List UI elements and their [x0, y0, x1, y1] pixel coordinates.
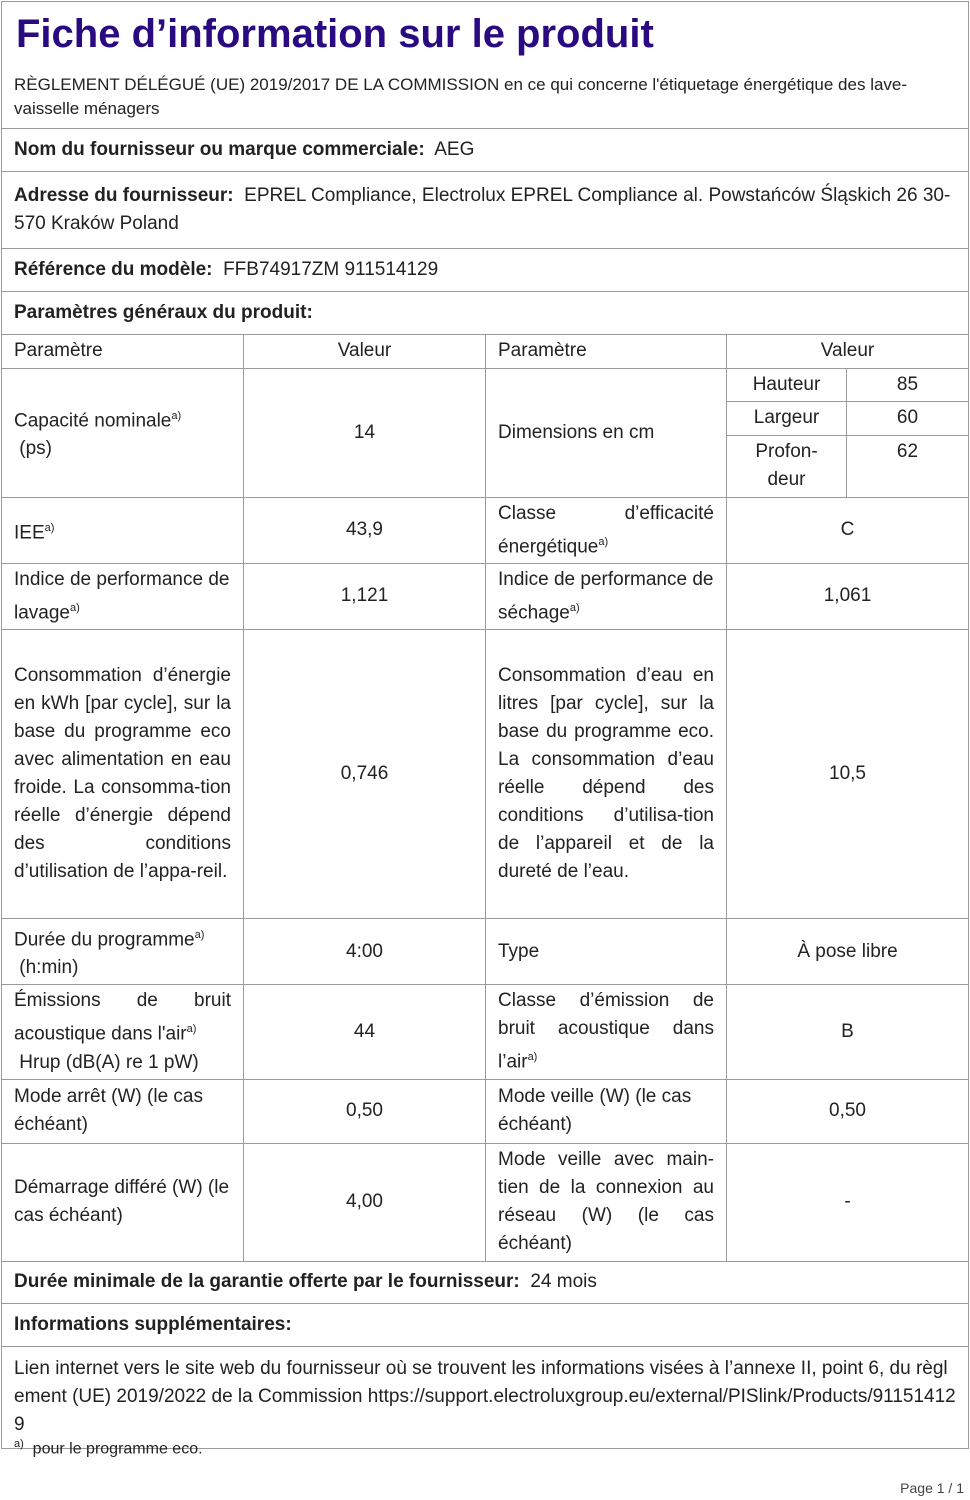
duration-label: Durée du programmea) (h:min): [1, 918, 244, 986]
warranty-value: 24 mois: [530, 1271, 597, 1293]
depth-value: 62: [846, 434, 969, 498]
duration-value: 4:00: [243, 918, 486, 986]
supplier-label: Nom du fournisseur ou marque commerciale…: [14, 138, 425, 160]
standby-value: 0,50: [726, 1078, 969, 1144]
address-value: EPREL Compliance, Electrolux EPREL Compl…: [14, 184, 951, 234]
model-label: Référence du modèle:: [14, 258, 213, 280]
type-label: Type: [485, 918, 727, 986]
energy-label: Consommation d’énergie en kWh [par cycle…: [1, 629, 244, 920]
model-row: Référence du modèle: FFB74917ZM 91151412…: [1, 247, 969, 292]
eei-label: IEEa): [1, 496, 244, 564]
address-label: Adresse du fournisseur:: [14, 184, 234, 206]
drying-value: 1,061: [726, 562, 969, 631]
off-mode-label: Mode arrêt (W) (le cas échéant): [1, 1078, 244, 1144]
width-label: Largeur: [726, 400, 847, 436]
standby-label: Mode veille (W) (le cas échéant): [485, 1078, 727, 1144]
cleaning-value: 1,121: [243, 562, 486, 631]
model-value: FFB74917ZM 911514129: [223, 258, 439, 280]
networked-standby-label: Mode veille avec main-tien de la connexi…: [485, 1142, 727, 1262]
capacity-label: Capacité nominalea) (ps): [1, 367, 244, 498]
address-row: Adresse du fournisseur: EPREL Compliance…: [1, 170, 969, 249]
header-param: Paramètre: [1, 333, 244, 369]
networked-standby-value: -: [726, 1142, 969, 1262]
water-label: Consommation d’eau en litres [par cycle]…: [485, 629, 727, 920]
cleaning-label: Indice de performance de lavagea): [1, 562, 244, 631]
delay-start-value: 4,00: [243, 1142, 486, 1262]
type-value: À pose libre: [726, 918, 969, 986]
height-label: Hauteur: [726, 367, 847, 402]
drying-label: Indice de performance de séchagea): [485, 562, 727, 631]
eei-value: 43,9: [243, 496, 486, 564]
noise-value: 44: [243, 984, 486, 1080]
page-title: Fiche d’information sur le produit: [1, 1, 969, 66]
noise-class-label: Classe d’émission de bruit acoustique da…: [485, 984, 727, 1080]
supplier-row: Nom du fournisseur ou marque commerciale…: [1, 127, 969, 172]
product-info-table: Fiche d’information sur le produit RÈGLE…: [1, 1, 969, 1449]
delay-start-label: Démarrage différé (W) (le cas échéant): [1, 1142, 244, 1262]
dimensions-label: Dimensions en cm: [485, 367, 727, 498]
depth-label: Profon-deur: [726, 434, 847, 498]
header-param: Paramètre: [485, 333, 727, 369]
footnote: a) pour le programme eco.: [14, 1438, 203, 1458]
height-value: 85: [846, 367, 969, 402]
header-value: Valeur: [243, 333, 486, 369]
noise-class-value: B: [726, 984, 969, 1080]
warranty-row: Durée minimale de la garantie offerte pa…: [1, 1260, 969, 1304]
energy-class-label: Classe d’efficacité énergétiquea): [485, 496, 727, 564]
supplier-link-text: Lien internet vers le site web du fourni…: [1, 1345, 969, 1449]
regulation-text: RÈGLEMENT DÉLÉGUÉ (UE) 2019/2017 DE LA C…: [1, 66, 969, 129]
page-number: Page 1 / 1: [900, 1480, 964, 1496]
water-value: 10,5: [726, 629, 969, 920]
additional-info-heading: Informations supplémentaires:: [1, 1302, 969, 1347]
off-mode-value: 0,50: [243, 1078, 486, 1144]
energy-class-value: C: [726, 496, 969, 564]
width-value: 60: [846, 400, 969, 436]
header-value: Valeur: [726, 333, 969, 369]
capacity-value: 14: [243, 367, 486, 498]
energy-value: 0,746: [243, 629, 486, 920]
noise-label: Émissions de bruit acoustique dans l'air…: [1, 984, 244, 1080]
warranty-label: Durée minimale de la garantie offerte pa…: [14, 1271, 520, 1293]
supplier-value: AEG: [434, 138, 475, 160]
general-params-heading: Paramètres généraux du produit:: [1, 290, 969, 335]
